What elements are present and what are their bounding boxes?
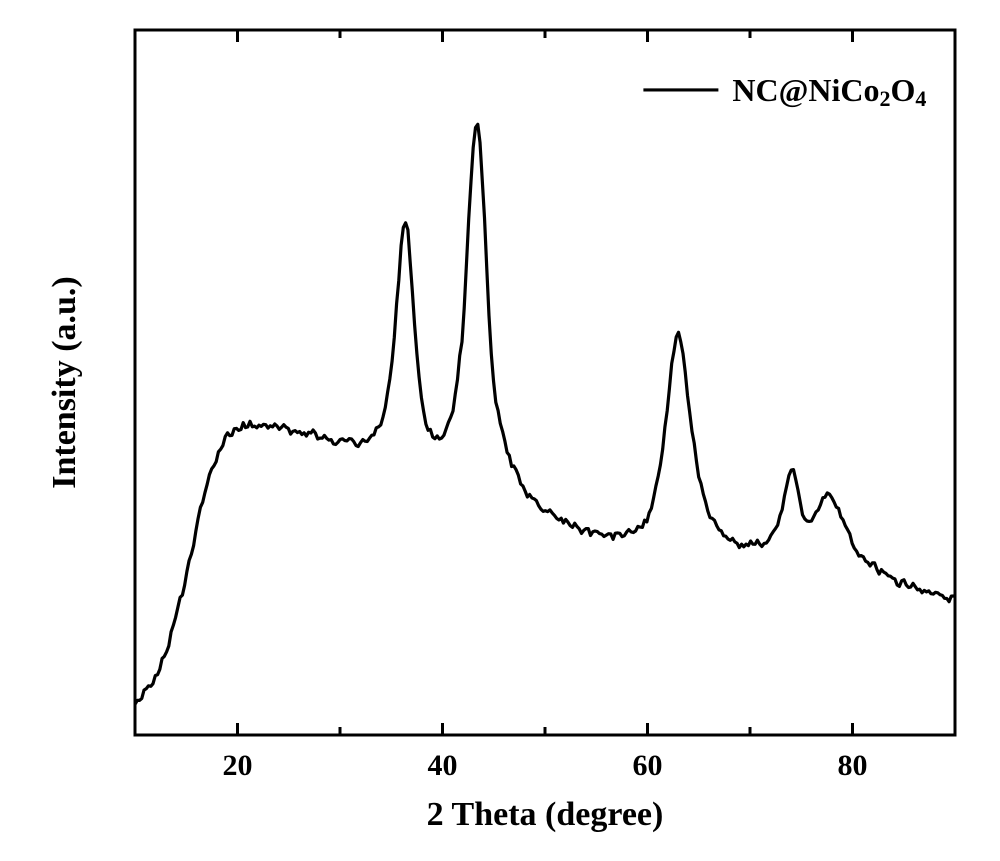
legend-label: NC@NiCo2O4 [732,72,926,111]
x-axis-label: 2 Theta (degree) [427,796,664,833]
chart-svg: 20 40 60 80 2 Theta (degree) Intensity (a.u.)… [0,0,1000,861]
x-tick-label: 80 [838,749,868,782]
xrd-chart: 20 40 60 80 2 Theta (degree) Intensity (a.u.)… [0,0,1000,861]
x-tick-label: 40 [428,749,458,782]
x-tick-label: 60 [633,749,663,782]
xrd-trace [135,124,954,704]
x-tick-label: 20 [223,749,253,782]
plot-frame [135,30,955,735]
y-axis-label: Intensity (a.u.) [46,276,83,489]
